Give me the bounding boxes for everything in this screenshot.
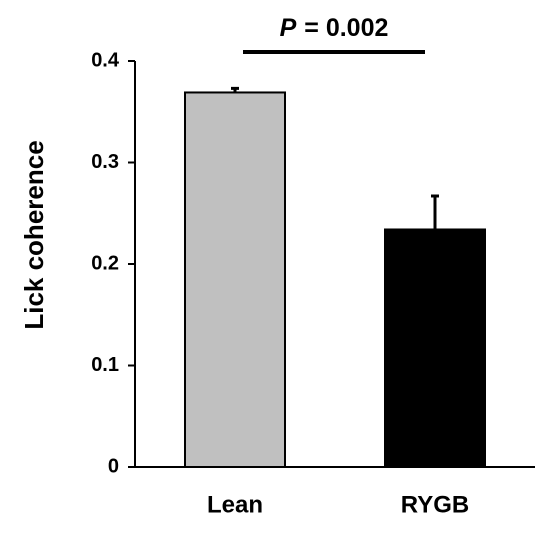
annotation-value: = 0.002 (304, 14, 388, 42)
y-tick-label: 0.2 (91, 252, 119, 274)
y-tick-label: 0.4 (91, 49, 120, 71)
y-tick-label: 0.3 (91, 151, 119, 173)
bar (384, 228, 486, 468)
y-tick-label: 0.1 (91, 354, 119, 376)
x-tick-label: Lean (207, 491, 263, 518)
y-axis-label: Lick coherence (19, 140, 49, 329)
bar (184, 91, 286, 468)
annotation-p: P (280, 14, 297, 42)
annotation: P = 0.002 (280, 14, 389, 42)
error-bar (231, 86, 239, 93)
x-tick-label: RYGB (401, 491, 469, 518)
y-tick-label: 0 (108, 455, 119, 477)
error-bar (431, 194, 439, 230)
